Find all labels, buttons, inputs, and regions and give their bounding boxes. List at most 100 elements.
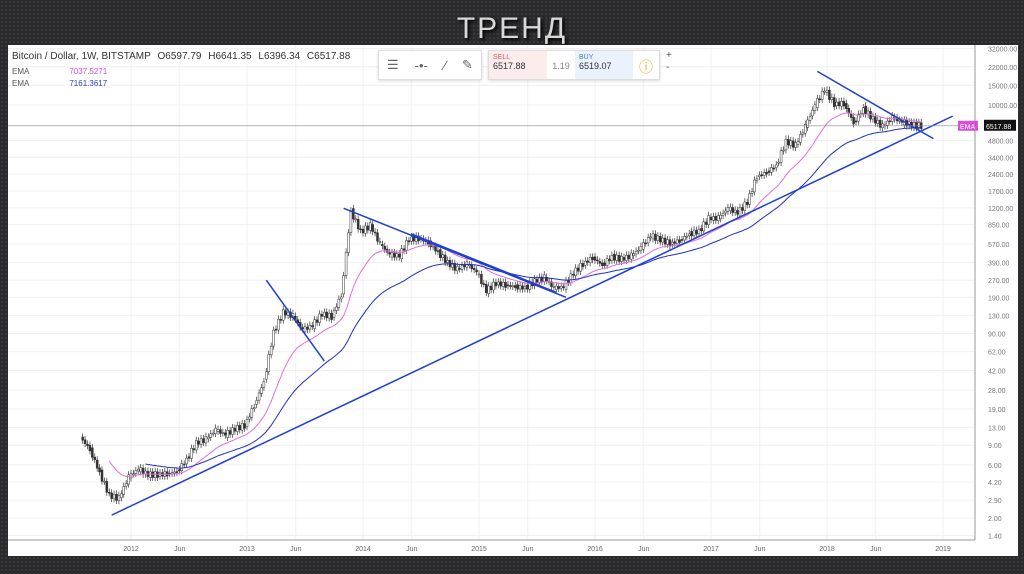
candle	[692, 229, 696, 237]
candle	[596, 259, 599, 262]
candle	[799, 134, 802, 143]
candle	[804, 123, 807, 134]
candle	[579, 263, 582, 272]
chart-panel[interactable]: 32000.00 22000.00 15000.00 10000.00 4800.00 3…	[8, 45, 1018, 556]
candle	[151, 471, 154, 478]
candle	[88, 445, 92, 452]
candle	[178, 469, 181, 472]
candle	[806, 119, 809, 128]
sell-label: SELL	[493, 54, 511, 61]
candle	[784, 139, 788, 151]
zoom-controls: + -	[666, 50, 672, 74]
candle	[700, 228, 703, 231]
candle	[726, 207, 730, 212]
candle	[646, 237, 650, 244]
sell-button[interactable]: SELL 6517.88	[489, 51, 547, 79]
candle	[509, 285, 512, 287]
candle	[748, 193, 751, 205]
x-tick-label: 2018	[819, 546, 835, 553]
candle	[197, 440, 200, 445]
candle	[639, 245, 643, 251]
candle	[516, 284, 519, 290]
candle	[458, 268, 461, 270]
ema-legend-slow[interactable]: EMA 7161.3617	[12, 79, 107, 88]
candle	[412, 236, 415, 242]
candle	[127, 474, 130, 485]
x-tick-label: 2015	[471, 546, 487, 553]
candle	[446, 260, 449, 263]
brush-icon[interactable]: ✎	[462, 57, 473, 72]
candle	[775, 164, 778, 169]
candle	[274, 328, 278, 331]
candle	[634, 250, 638, 255]
minus-button[interactable]: -	[666, 62, 670, 73]
trend-line	[411, 233, 557, 294]
candle	[332, 310, 336, 318]
lines-icon[interactable]: ☰	[387, 57, 399, 72]
candle	[654, 233, 657, 241]
y-tick-label: 2.90	[988, 498, 1002, 505]
candle	[777, 162, 780, 164]
candle	[245, 419, 249, 427]
horizontal-line-icon[interactable]: -•-	[414, 57, 428, 73]
candle	[489, 285, 493, 291]
candle	[231, 427, 234, 435]
ema-legend-fast[interactable]: EMA 7037.5271	[12, 67, 107, 76]
candle	[337, 298, 341, 308]
candle	[153, 471, 157, 478]
candle	[717, 215, 720, 221]
candle	[680, 239, 684, 241]
y-tick-label: 850.00	[988, 223, 1010, 230]
candle	[862, 107, 865, 114]
buy-button[interactable]: BUY 6519.07	[575, 51, 633, 79]
plus-button[interactable]: +	[666, 50, 672, 61]
candle	[187, 456, 191, 459]
candle	[526, 284, 529, 290]
y-tick-label: 32000.00	[988, 47, 1017, 54]
price-chart[interactable]: 32000.00 22000.00 15000.00 10000.00 4800.00 3…	[8, 45, 1018, 556]
info-icon[interactable]: ⓘ	[639, 59, 653, 75]
ema-price-tag	[958, 120, 978, 131]
candle	[272, 329, 275, 347]
candle	[741, 207, 744, 211]
candle	[265, 371, 268, 380]
candle	[733, 209, 737, 213]
candle	[260, 387, 263, 394]
y-tick-label: 13.00	[988, 425, 1006, 432]
candle	[497, 281, 500, 286]
candle	[704, 221, 708, 225]
y-tick-label: 10000.00	[988, 103, 1017, 110]
candle	[762, 172, 766, 176]
candle	[407, 240, 411, 243]
symbol-label[interactable]: Bitcoin / Dollar, 1W, BITSTAMP	[12, 51, 151, 62]
candle	[211, 432, 215, 435]
candle	[371, 224, 374, 232]
candle	[431, 245, 435, 248]
candle	[393, 252, 396, 258]
candle	[586, 260, 589, 263]
candle	[825, 89, 829, 93]
candle	[917, 122, 921, 129]
candle	[141, 467, 145, 475]
candle	[876, 119, 879, 124]
candle	[320, 314, 324, 317]
candle	[753, 179, 756, 193]
trend-line-icon[interactable]: ⁄	[443, 57, 447, 73]
candle	[369, 222, 372, 231]
candle	[504, 281, 507, 288]
candle	[352, 208, 355, 220]
candle	[642, 242, 645, 250]
candle	[180, 463, 183, 472]
candle	[690, 231, 693, 237]
candle	[103, 480, 106, 483]
candle	[625, 254, 628, 261]
candle	[562, 286, 565, 288]
candle	[349, 210, 353, 233]
drawing-toolbar: ☰ -•- ⁄ ✎	[378, 50, 482, 80]
candle	[758, 174, 761, 177]
candle	[864, 105, 867, 115]
candle	[91, 447, 94, 458]
y-tick-label: 130.00	[988, 314, 1010, 321]
candle	[837, 101, 841, 107]
candle	[823, 90, 826, 93]
